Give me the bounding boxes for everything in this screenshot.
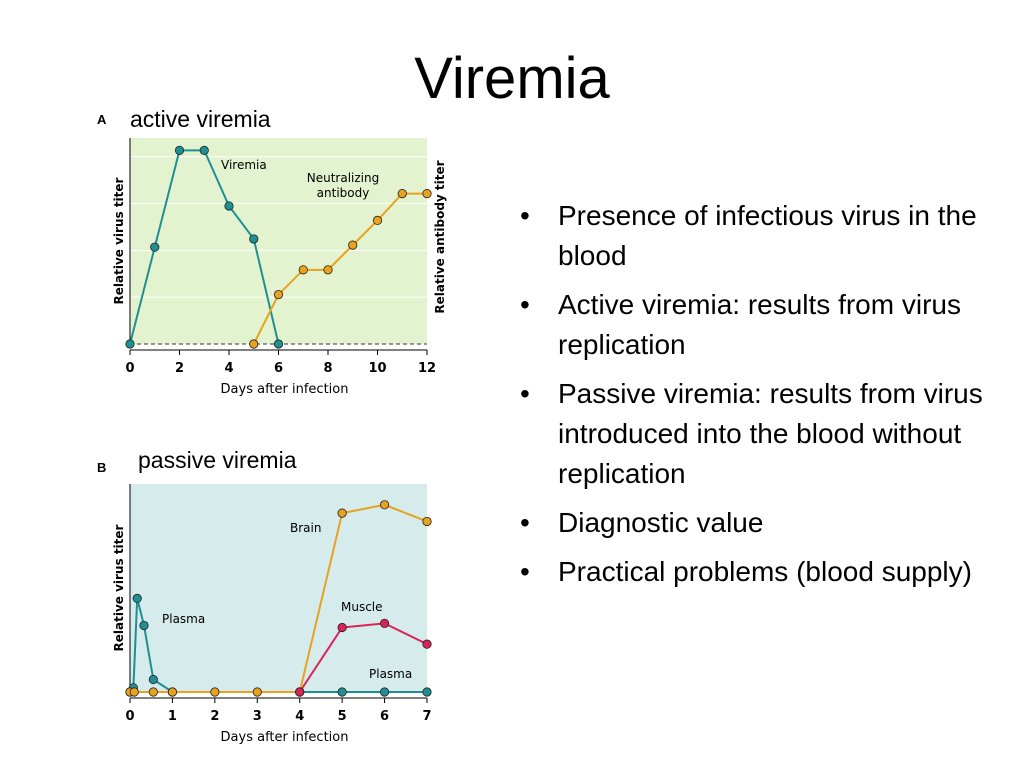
plot-background bbox=[130, 484, 427, 692]
bullet-list: • Presence of infectious virus in the blo… bbox=[518, 196, 1008, 601]
series-line-brain bbox=[130, 503, 428, 693]
data-point-viremia bbox=[199, 145, 209, 155]
chart-passive-viremia: 0 1 2 3 4 5 6 7 Days after infection Relative vir… bbox=[112, 484, 432, 745]
data-point-neutralizing-antibody bbox=[422, 189, 432, 199]
y2-axis-title: Relative antibody titer bbox=[433, 160, 447, 313]
data-point-neutralizing-antibody bbox=[323, 265, 333, 275]
x-axis-title: Days after infection bbox=[221, 382, 349, 397]
data-point-plasma bbox=[337, 687, 347, 697]
series-label-muscle: Muscle bbox=[341, 600, 383, 614]
chart-active-viremia: 0 2 4 6 8 10 12 Days after infection Relative vi… bbox=[112, 138, 447, 397]
bullet-dot-icon: • bbox=[520, 556, 530, 587]
x-tick-label: 6 bbox=[380, 709, 389, 724]
x-tick-label: 0 bbox=[125, 709, 134, 724]
data-point-muscle bbox=[337, 622, 347, 633]
x-tick-label: 0 bbox=[125, 361, 134, 376]
data-point-neutralizing-antibody bbox=[298, 265, 308, 275]
x-tick-label: 3 bbox=[253, 709, 262, 724]
data-point-plasma bbox=[139, 620, 149, 631]
data-point-brain bbox=[337, 508, 347, 518]
data-point-plasma bbox=[148, 674, 158, 685]
bullet-dot-icon: • bbox=[520, 378, 530, 409]
data-point-brain bbox=[210, 687, 220, 697]
bullet-dot-icon: • bbox=[520, 289, 530, 320]
data-point-muscle bbox=[379, 618, 390, 628]
bullet-item: • Active viremia: results from virus repl… bbox=[518, 285, 1008, 365]
bullet-text: Passive viremia: results from virus intr… bbox=[558, 378, 983, 489]
panel-b-letter: B bbox=[97, 460, 107, 475]
x-tick-label: 1 bbox=[168, 709, 177, 724]
data-point-viremia bbox=[150, 242, 160, 252]
data-point-viremia bbox=[174, 145, 185, 155]
bullet-text: Presence of infectious virus in the bloo… bbox=[558, 200, 977, 271]
series-line-muscle bbox=[298, 622, 428, 693]
data-point-neutralizing-antibody bbox=[372, 215, 383, 226]
bullet-item: • Presence of infectious virus in the blo… bbox=[518, 196, 1008, 276]
x-tick-label: 6 bbox=[274, 361, 283, 376]
data-point-brain bbox=[252, 687, 262, 697]
panel-a-letter: A bbox=[97, 112, 107, 127]
data-point-brain bbox=[379, 500, 390, 510]
bullet-text: Diagnostic value bbox=[558, 507, 764, 538]
data-point-neutralizing-antibody bbox=[249, 339, 259, 349]
series-label-plasma: Plasma bbox=[162, 612, 205, 626]
panel-a-caption: active viremia bbox=[130, 106, 271, 132]
data-point-brain bbox=[422, 516, 432, 527]
data-point-brain bbox=[167, 687, 178, 697]
series-label-neutralizing-antibody: Neutralizing antibody bbox=[307, 171, 379, 200]
series-label-brain: Brain bbox=[290, 521, 321, 535]
data-point-plasma bbox=[379, 687, 390, 697]
bullet-dot-icon: • bbox=[520, 507, 530, 538]
data-point-plasma bbox=[422, 687, 432, 697]
data-point-brain bbox=[129, 687, 139, 697]
slide-title: Viremia bbox=[414, 46, 610, 111]
data-point-neutralizing-antibody bbox=[348, 240, 358, 250]
data-point-neutralizing-antibody bbox=[273, 289, 284, 300]
x-tick-label: 2 bbox=[210, 709, 219, 724]
data-point-muscle bbox=[295, 687, 305, 697]
data-point-viremia bbox=[273, 339, 284, 349]
series-label-line: antibody bbox=[317, 186, 370, 200]
x-tick-label: 5 bbox=[338, 709, 347, 724]
data-point-muscle bbox=[422, 639, 432, 649]
x-tick-label: 4 bbox=[224, 361, 233, 376]
bullet-text: Practical problems (blood supply) bbox=[558, 556, 972, 587]
plot-background bbox=[130, 138, 427, 344]
series-line-plasma bbox=[129, 598, 427, 693]
y-axis-title: Relative virus titer bbox=[112, 524, 126, 651]
y-axis-title: Relative virus titer bbox=[112, 177, 126, 304]
data-point-viremia bbox=[249, 234, 259, 244]
data-point-viremia bbox=[224, 201, 234, 211]
bullet-item: • Diagnostic value bbox=[518, 503, 1008, 543]
data-point-viremia bbox=[125, 339, 135, 349]
bullet-item: • Practical problems (blood supply) bbox=[518, 552, 1008, 592]
bullet-dot-icon: • bbox=[520, 200, 530, 231]
x-tick-label: 12 bbox=[418, 361, 436, 376]
x-tick-label: 10 bbox=[368, 361, 386, 376]
x-tick-label: 8 bbox=[323, 361, 332, 376]
bullet-text: Active viremia: results from virus repli… bbox=[558, 289, 961, 360]
series-label-viremia: Viremia bbox=[221, 158, 267, 172]
x-tick-label: 2 bbox=[175, 361, 184, 376]
data-point-brain bbox=[148, 687, 158, 697]
series-label-line: Neutralizing bbox=[307, 171, 379, 185]
x-tick-label: 7 bbox=[422, 709, 431, 724]
panel-b-caption: passive viremia bbox=[138, 447, 297, 473]
bullet-item: • Passive viremia: results from virus int… bbox=[518, 374, 1008, 494]
data-point-plasma bbox=[132, 593, 142, 604]
data-point-neutralizing-antibody bbox=[397, 189, 407, 199]
x-axis-title: Days after infection bbox=[221, 730, 349, 745]
x-tick-label: 4 bbox=[295, 709, 304, 724]
series-label-plasma: Plasma bbox=[369, 667, 412, 681]
series-line-neutralizing-antibody bbox=[252, 192, 427, 345]
